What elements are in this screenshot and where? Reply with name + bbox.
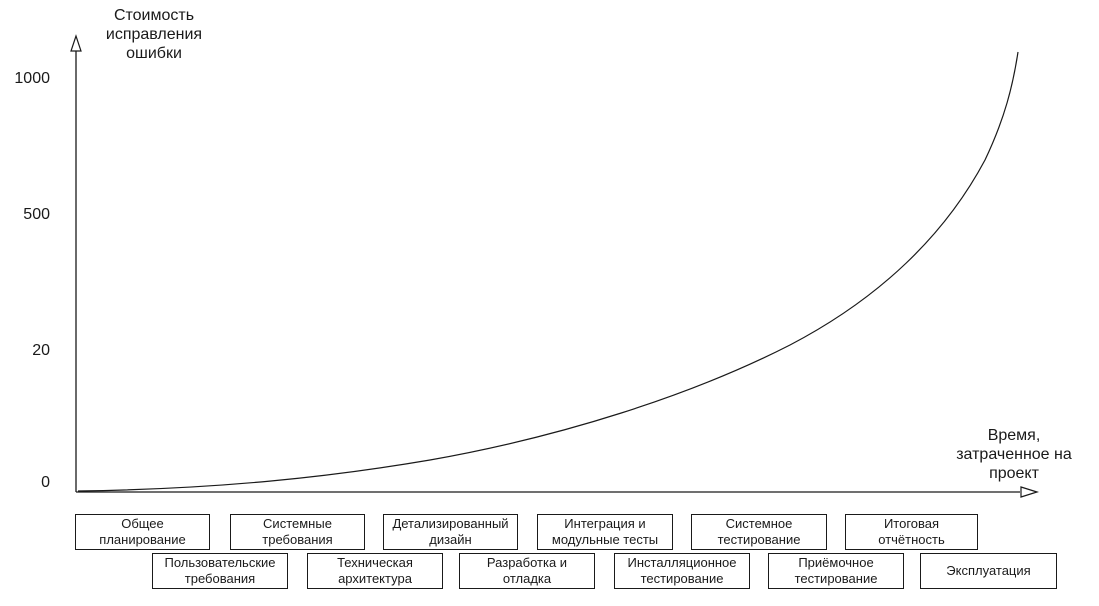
- y-tick-20: 20: [32, 342, 50, 359]
- y-tick-0: 0: [41, 474, 50, 491]
- phase-box-system-requirements: Системные требования: [230, 514, 365, 550]
- y-tick-500: 500: [23, 206, 50, 223]
- cost-curve: [77, 51, 1019, 492]
- y-tick-1000: 1000: [14, 70, 50, 87]
- phase-box-operation: Эксплуатация: [920, 553, 1057, 589]
- x-axis-title: Время, затраченное на проект: [956, 427, 1072, 482]
- phase-box-final-reporting: Итоговая отчётность: [845, 514, 978, 550]
- phase-box-installation-testing: Инсталляционное тестирование: [614, 553, 750, 589]
- x-axis-arrowhead-icon: [1020, 486, 1040, 498]
- y-axis-title: Стоимость исправления ошибки: [105, 7, 203, 62]
- phase-box-system-testing: Системное тестирование: [691, 514, 827, 550]
- phase-box-development-debugging: Разработка и отладка: [459, 553, 595, 589]
- phase-box-technical-architecture: Техническая архитектура: [307, 553, 443, 589]
- phase-box-general-planning: Общее планирование: [75, 514, 210, 550]
- phase-box-detailed-design: Детализированный дизайн: [383, 514, 518, 550]
- phase-box-integration-module-tests: Интеграция и модульные тесты: [537, 514, 673, 550]
- y-axis-arrowhead-icon: [70, 34, 82, 52]
- phase-box-acceptance-testing: Приёмочное тестирование: [768, 553, 904, 589]
- phase-box-user-requirements: Пользовательские требования: [152, 553, 288, 589]
